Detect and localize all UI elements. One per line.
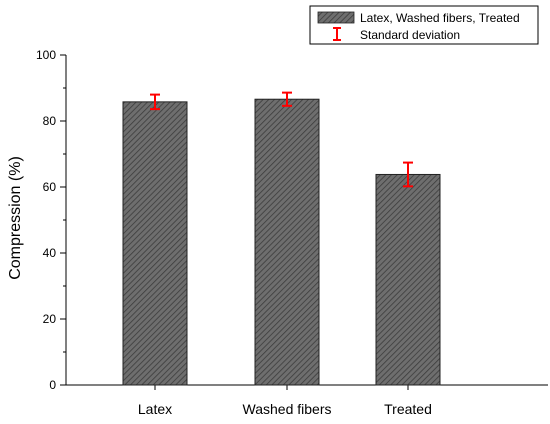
bar	[122, 101, 188, 386]
x-tick-label: Treated	[384, 401, 432, 417]
y-tick-label: 40	[43, 246, 57, 260]
y-ticks: 0 20 40 60 80 100	[36, 48, 66, 392]
error-bar	[282, 91, 292, 107]
x-tick-label: Washed fibers	[243, 401, 332, 417]
bar	[254, 98, 320, 386]
error-bars	[150, 91, 413, 188]
legend-swatch-error	[333, 27, 341, 41]
legend: Latex, Washed fibers, Treated Standard d…	[309, 5, 539, 45]
y-tick-label: 0	[49, 378, 56, 392]
x-tick-label: Latex	[138, 401, 172, 417]
y-tick-label: 60	[43, 180, 57, 194]
error-bar	[150, 93, 160, 111]
x-ticks: Latex Washed fibers Treated	[138, 385, 432, 417]
legend-swatch-bar	[317, 11, 355, 24]
y-axis-title: Compression (%)	[7, 156, 24, 280]
legend-label-bars: Latex, Washed fibers, Treated	[360, 11, 520, 25]
legend-label-error: Standard deviation	[360, 28, 460, 42]
y-tick-label: 100	[36, 48, 56, 62]
bar	[375, 173, 441, 386]
error-bar	[403, 161, 413, 188]
y-tick-label: 80	[43, 114, 57, 128]
bars	[122, 98, 441, 386]
y-tick-label: 20	[43, 312, 57, 326]
